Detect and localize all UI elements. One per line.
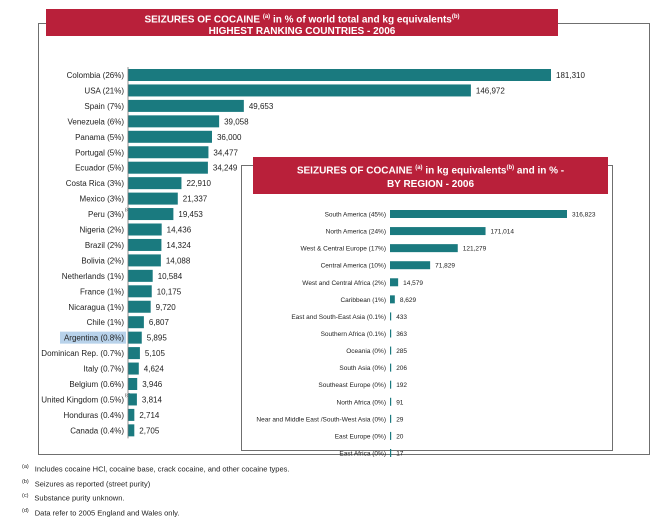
region-value-label: 14,579 [403,280,423,287]
footnote: (a)Includes cocaine HCl, cocaine base, c… [22,461,289,476]
region-value-label: 285 [396,348,407,355]
region-label: East and South-East Asia (0.1%) [291,314,386,321]
region-bar [390,295,395,303]
region-label: Central America (10%) [321,263,386,270]
region-label: South America (45%) [325,212,386,219]
region-bar [390,227,486,235]
region-value-label: 316,823 [572,212,596,219]
region-value-label: 17 [396,450,404,457]
region-value-label: 8,629 [400,297,417,304]
region-value-label: 71,829 [435,263,455,270]
region-bar [390,381,391,389]
region-value-label: 171,014 [491,229,515,236]
region-label: East Africa (0%) [339,450,386,457]
region-label: North America (24%) [326,229,386,236]
region-bar [390,347,391,355]
region-value-label: 121,279 [463,246,487,253]
region-value-label: 20 [396,433,404,440]
region-bar [390,432,391,440]
region-label: Caribbean (1%) [340,297,386,304]
region-label: South Asia (0%) [339,365,386,372]
footnotes: (a)Includes cocaine HCl, cocaine base, c… [22,461,289,519]
footnote: (c)Substance purity unknown. [22,490,289,505]
region-bar [390,261,430,269]
region-value-label: 206 [396,365,407,372]
region-label: East Europe (0%) [335,433,386,440]
region-bar [390,329,391,337]
region-value-label: 91 [396,399,404,406]
region-label: West & Central Europe (17%) [301,246,387,253]
region-value-label: 433 [396,314,407,321]
region-bar [390,415,391,423]
region-bar [390,364,391,372]
footnote: (b)Seizures as reported (street purity) [22,476,289,491]
region-value-label: 192 [396,382,407,389]
region-label: Southern Africa (0.1%) [321,331,386,338]
region-label: West and Central Africa (2%) [302,280,386,287]
region-label: Southeast Europe (0%) [318,382,386,389]
footnote: (d)Data refer to 2005 England and Wales … [22,505,289,519]
region-bar [390,398,391,406]
region-label: Near and Middle East /South-West Asia (0… [256,416,386,423]
region-bar [390,210,567,218]
region-bar [390,449,391,457]
region-label: North Africa (0%) [337,399,387,406]
region-value-label: 29 [396,416,404,423]
region-value-label: 363 [396,331,407,338]
region-bar [390,278,398,286]
region-bar [390,312,391,320]
region-label: Oceania (0%) [346,348,386,355]
region-bar [390,244,458,252]
